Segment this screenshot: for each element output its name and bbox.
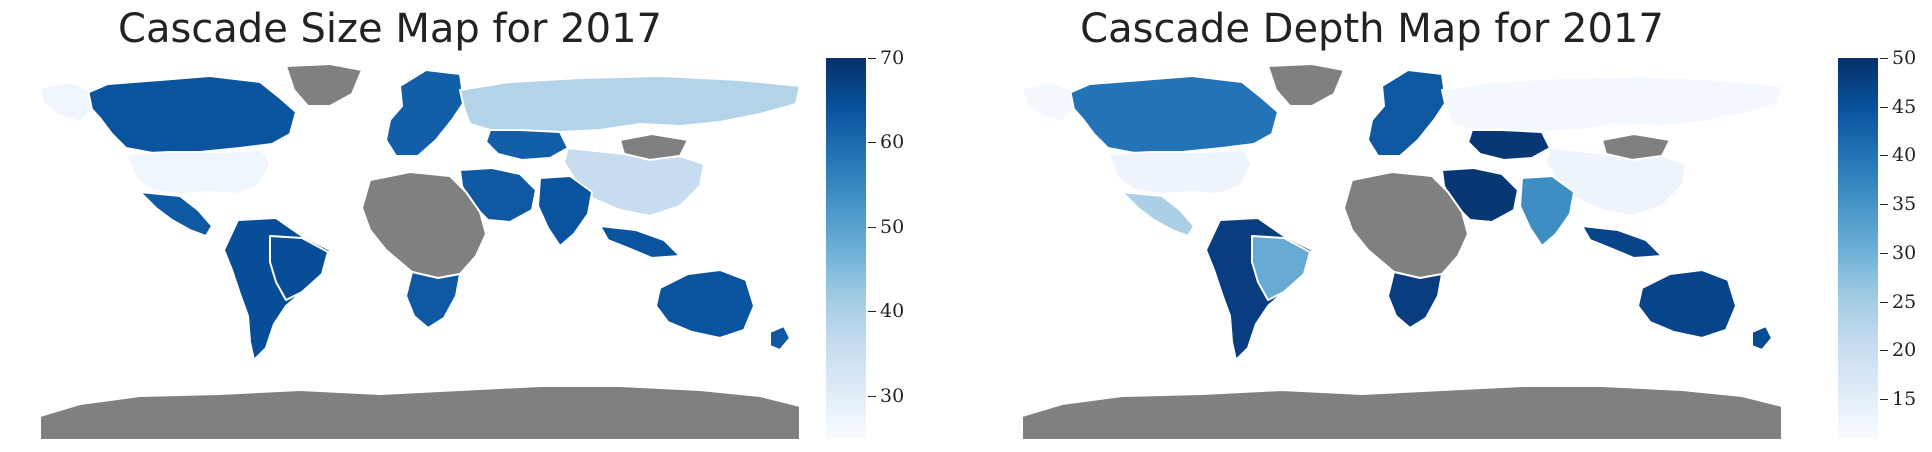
- colorbar-ticks: 30 40 50 60 70: [868, 47, 938, 438]
- world-map: [1022, 63, 1782, 440]
- tick-label: 45: [1892, 95, 1917, 118]
- tick-label: 35: [1892, 193, 1917, 216]
- tick-mark: [1880, 252, 1888, 254]
- Europe: [1367, 69, 1447, 157]
- United States: [125, 149, 271, 195]
- Alaska: [40, 81, 93, 123]
- Kazakhstan: [485, 129, 569, 161]
- Antarctica: [1022, 385, 1782, 440]
- India: [1519, 175, 1575, 247]
- tick-mark: [868, 395, 876, 397]
- Australia: [655, 269, 755, 339]
- Brazil: [269, 235, 329, 301]
- tick-label: 50: [880, 215, 905, 238]
- Southern Africa: [405, 271, 461, 329]
- Brazil: [1251, 235, 1311, 301]
- Antarctica: [40, 385, 800, 440]
- tick-mark: [1880, 350, 1888, 352]
- North America-north: [79, 75, 297, 155]
- Greenland: [285, 63, 363, 107]
- Africa: [361, 171, 487, 279]
- Australia: [1637, 269, 1737, 339]
- Southeast Asia: [599, 225, 681, 259]
- Mexico: [139, 191, 213, 237]
- tick-mark: [1880, 204, 1888, 206]
- Africa: [1343, 171, 1469, 279]
- Russia: [1441, 75, 1782, 133]
- map-title: Cascade Size Map for 2017: [118, 6, 662, 52]
- tick-mark: [1880, 301, 1888, 303]
- New Zealand: [769, 325, 791, 351]
- tick-mark: [1880, 106, 1888, 108]
- United States: [1107, 149, 1253, 195]
- tick-mark: [1880, 399, 1888, 401]
- cascade-size-panel: Cascade Size Map for 2017: [40, 6, 938, 440]
- tick-mark: [868, 311, 876, 313]
- colorbar-ticks: 15 20 25 30 35 40 45 50: [1880, 47, 1932, 438]
- Mexico: [1121, 191, 1195, 237]
- Southern Africa: [1387, 271, 1443, 329]
- tick-label: 30: [880, 384, 905, 407]
- tick-label: 40: [1892, 144, 1917, 167]
- tick-mark: [868, 58, 876, 59]
- cascade-depth-panel: Cascade Depth Map for 2017: [966, 0, 1932, 452]
- tick-mark: [1880, 155, 1888, 157]
- Europe: [385, 69, 465, 157]
- Alaska: [1022, 81, 1075, 123]
- tick-label: 60: [880, 131, 905, 154]
- colorbar: [1838, 58, 1878, 438]
- map-title: Cascade Depth Map for 2017: [1080, 6, 1664, 52]
- tick-label: 20: [1892, 339, 1917, 362]
- Russia: [459, 75, 800, 133]
- tick-label: 30: [1892, 241, 1917, 264]
- tick-label: 70: [880, 47, 905, 69]
- New Zealand: [1751, 325, 1773, 351]
- tick-label: 40: [880, 300, 905, 323]
- India: [537, 175, 593, 247]
- tick-mark: [1880, 58, 1888, 59]
- colorbar: [826, 58, 866, 438]
- tick-mark: [868, 142, 876, 144]
- tick-label: 50: [1892, 47, 1917, 69]
- Kazakhstan: [1467, 129, 1551, 161]
- tick-label: 25: [1892, 290, 1917, 313]
- Greenland: [1267, 63, 1345, 107]
- North America-north: [1061, 75, 1279, 155]
- tick-label: 15: [1892, 388, 1917, 411]
- tick-mark: [868, 226, 876, 228]
- world-map: [40, 63, 800, 440]
- Southeast Asia: [1581, 225, 1663, 259]
